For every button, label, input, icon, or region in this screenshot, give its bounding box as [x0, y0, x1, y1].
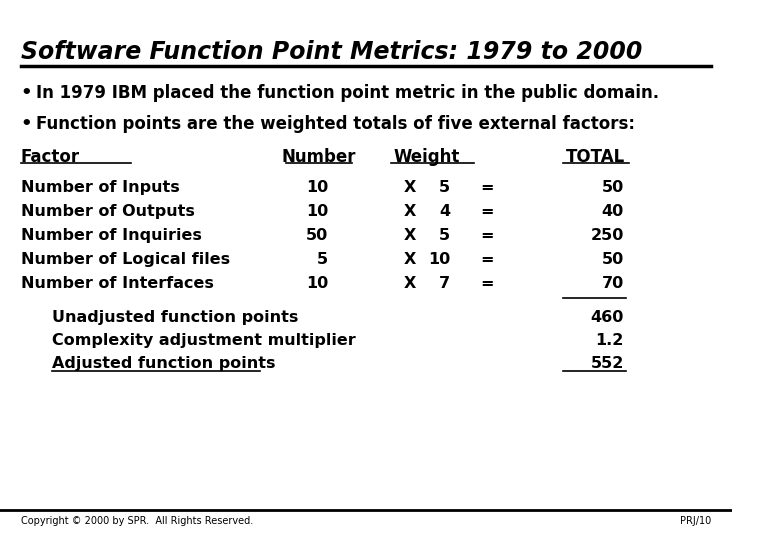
Text: =: = — [480, 276, 494, 291]
Text: Weight: Weight — [394, 148, 460, 166]
Text: 10: 10 — [307, 180, 328, 195]
Text: In 1979 IBM placed the function point metric in the public domain.: In 1979 IBM placed the function point me… — [36, 84, 659, 102]
Text: 552: 552 — [590, 356, 624, 371]
Text: X: X — [403, 180, 416, 195]
Text: =: = — [480, 180, 494, 195]
Text: Software Function Point Metrics: 1979 to 2000: Software Function Point Metrics: 1979 to… — [20, 40, 642, 64]
Text: •: • — [20, 115, 32, 133]
Text: 50: 50 — [307, 228, 328, 243]
Text: 40: 40 — [601, 204, 624, 219]
Text: 250: 250 — [590, 228, 624, 243]
Text: Copyright © 2000 by SPR.  All Rights Reserved.: Copyright © 2000 by SPR. All Rights Rese… — [20, 516, 253, 526]
Text: Number of Interfaces: Number of Interfaces — [20, 276, 214, 291]
Text: 5: 5 — [317, 252, 328, 267]
Text: X: X — [403, 252, 416, 267]
Text: =: = — [480, 228, 494, 243]
Text: Adjusted function points: Adjusted function points — [51, 356, 275, 371]
Text: Number: Number — [282, 148, 356, 166]
Text: 4: 4 — [439, 204, 450, 219]
Text: 10: 10 — [307, 276, 328, 291]
Text: 460: 460 — [590, 310, 624, 325]
Text: X: X — [403, 228, 416, 243]
Text: TOTAL: TOTAL — [566, 148, 626, 166]
Text: 5: 5 — [439, 180, 450, 195]
Text: Unadjusted function points: Unadjusted function points — [51, 310, 298, 325]
Text: 70: 70 — [601, 276, 624, 291]
Text: 1.2: 1.2 — [596, 333, 624, 348]
Text: X: X — [403, 204, 416, 219]
Text: =: = — [480, 252, 494, 267]
Text: X: X — [403, 276, 416, 291]
Text: =: = — [480, 204, 494, 219]
Text: PRJ/10: PRJ/10 — [680, 516, 711, 526]
Text: Number of Logical files: Number of Logical files — [20, 252, 230, 267]
Text: 50: 50 — [601, 252, 624, 267]
Text: 50: 50 — [601, 180, 624, 195]
Text: Complexity adjustment multiplier: Complexity adjustment multiplier — [51, 333, 356, 348]
Text: 5: 5 — [439, 228, 450, 243]
Text: Function points are the weighted totals of five external factors:: Function points are the weighted totals … — [36, 115, 635, 133]
Text: Factor: Factor — [20, 148, 80, 166]
Text: Number of Inquiries: Number of Inquiries — [20, 228, 201, 243]
Text: 10: 10 — [307, 204, 328, 219]
Text: 10: 10 — [428, 252, 450, 267]
Text: Number of Outputs: Number of Outputs — [20, 204, 194, 219]
Text: •: • — [20, 84, 32, 102]
Text: 7: 7 — [439, 276, 450, 291]
Text: Number of Inputs: Number of Inputs — [20, 180, 179, 195]
